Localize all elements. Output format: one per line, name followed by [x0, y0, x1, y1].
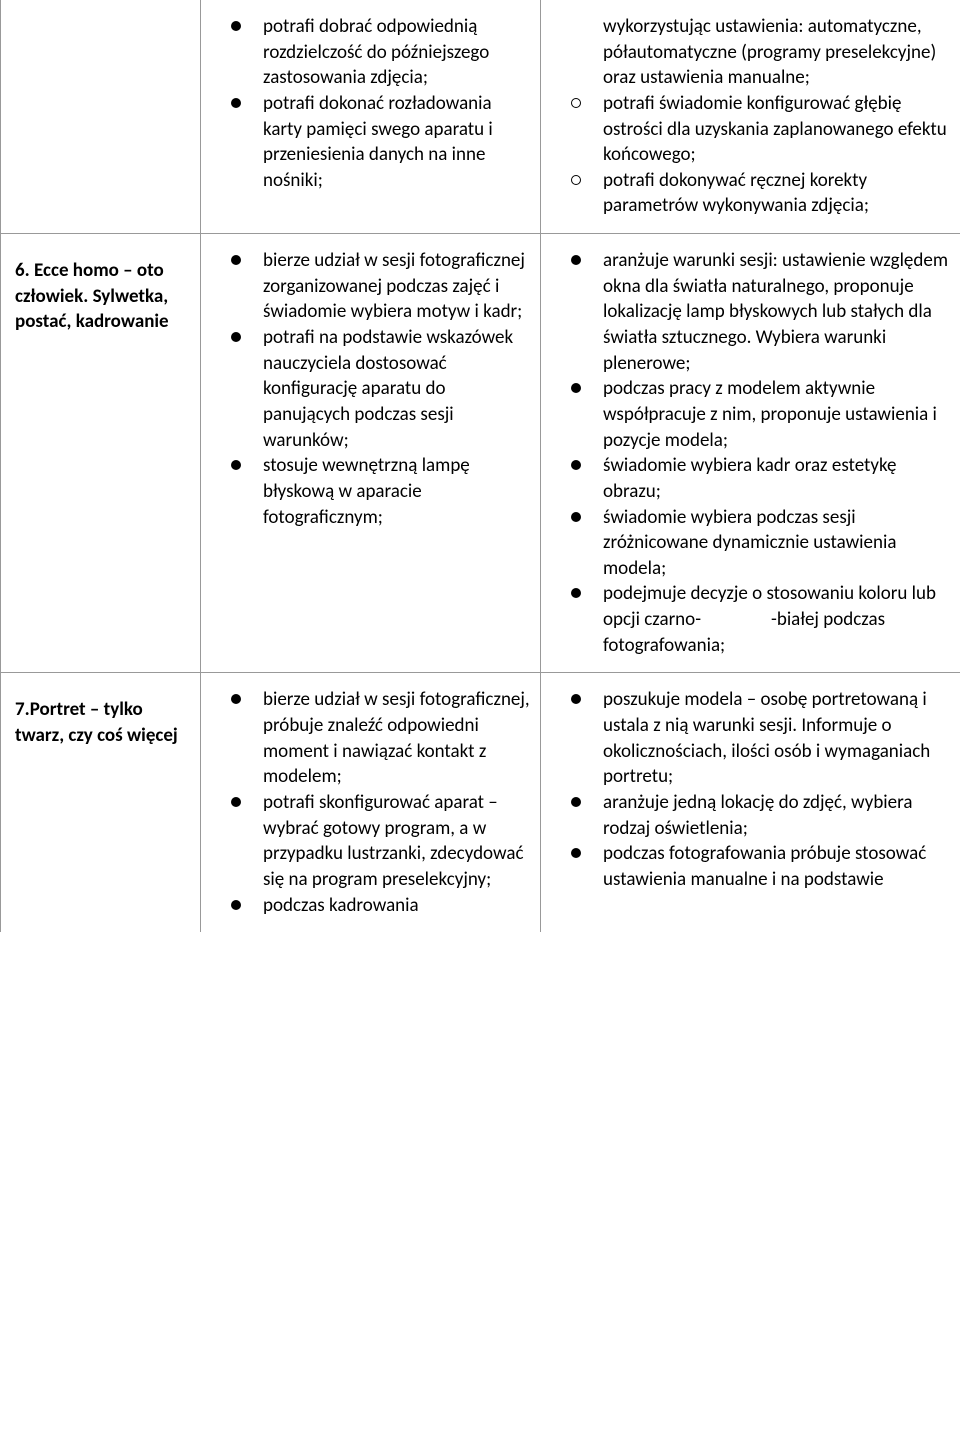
list-item: podczas fotografowania próbuje stosować …	[551, 841, 950, 892]
col2-cell: bierze udział w sesji fotograficznej, pr…	[201, 673, 541, 932]
list-item: podczas pracy z modelem aktywnie współpr…	[551, 376, 950, 453]
row-title: 7.Portret – tylko twarz, czy coś więcej	[15, 697, 192, 748]
row-title-cell: 6. Ecce homo – oto człowiek. Sylwetka, p…	[1, 234, 201, 673]
list-item: poszukuje modela – osobę portretowaną i …	[551, 687, 950, 790]
row-title-cell: 7.Portret – tylko twarz, czy coś więcej	[1, 673, 201, 932]
table-body: potrafi dobrać odpowiednią rozdzielczość…	[1, 0, 960, 932]
list-item: bierze udział w sesji fotograficznej, pr…	[211, 687, 530, 790]
list-item: potrafi dokonać rozładowania karty pamię…	[211, 91, 530, 194]
col3-cell: aranżuje warunki sesji: ustawienie wzglę…	[541, 234, 960, 673]
list-item: potrafi dobrać odpowiednią rozdzielczość…	[211, 14, 530, 91]
col2-cell: potrafi dobrać odpowiednią rozdzielczość…	[201, 0, 541, 234]
list-item: aranżuje warunki sesji: ustawienie wzglę…	[551, 248, 950, 376]
list-item: podczas kadrowania	[211, 893, 530, 919]
list-item: aranżuje jedną lokację do zdjęć, wybiera…	[551, 790, 950, 841]
bullet-list: potrafi dobrać odpowiednią rozdzielczość…	[211, 14, 530, 193]
list-item: potrafi na podstawie wskazówek nauczycie…	[211, 325, 530, 453]
col3-cell: poszukuje modela – osobę portretowaną i …	[541, 673, 960, 932]
list-item: świadomie wybiera kadr oraz estetykę obr…	[551, 453, 950, 504]
bullet-list: bierze udział w sesji fotograficznej zor…	[211, 248, 530, 530]
col2-cell: bierze udział w sesji fotograficznej zor…	[201, 234, 541, 673]
bullet-list: bierze udział w sesji fotograficznej, pr…	[211, 687, 530, 918]
table-row: potrafi dobrać odpowiednią rozdzielczość…	[1, 0, 960, 234]
list-item: świadomie wybiera podczas sesji zróżnico…	[551, 505, 950, 582]
table-row: 7.Portret – tylko twarz, czy coś więcej b…	[1, 673, 960, 932]
row-title: 6. Ecce homo – oto człowiek. Sylwetka, p…	[15, 258, 192, 335]
list-item: bierze udział w sesji fotograficznej zor…	[211, 248, 530, 325]
col3-cell: wykorzystując ustawienia: automatyczne, …	[541, 0, 960, 234]
list-item: potrafi świadomie konfigurować głębię os…	[551, 91, 950, 168]
curriculum-table: potrafi dobrać odpowiednią rozdzielczość…	[0, 0, 960, 932]
bullet-list: wykorzystując ustawienia: automatyczne, …	[551, 14, 950, 219]
list-item: podejmuje decyzje o stosowaniu koloru lu…	[551, 581, 950, 658]
row-title-cell	[1, 0, 201, 234]
list-item: stosuje wewnętrzną lampę błyskową w apar…	[211, 453, 530, 530]
list-item: potrafi dokonywać ręcznej korekty parame…	[551, 168, 950, 219]
bullet-list: aranżuje warunki sesji: ustawienie wzglę…	[551, 248, 950, 658]
bullet-list: poszukuje modela – osobę portretowaną i …	[551, 687, 950, 892]
list-item: wykorzystując ustawienia: automatyczne, …	[551, 14, 950, 91]
table-row: 6. Ecce homo – oto człowiek. Sylwetka, p…	[1, 234, 960, 673]
list-item: potrafi skonfigurować aparat – wybrać go…	[211, 790, 530, 893]
document-page: potrafi dobrać odpowiednią rozdzielczość…	[0, 0, 960, 932]
